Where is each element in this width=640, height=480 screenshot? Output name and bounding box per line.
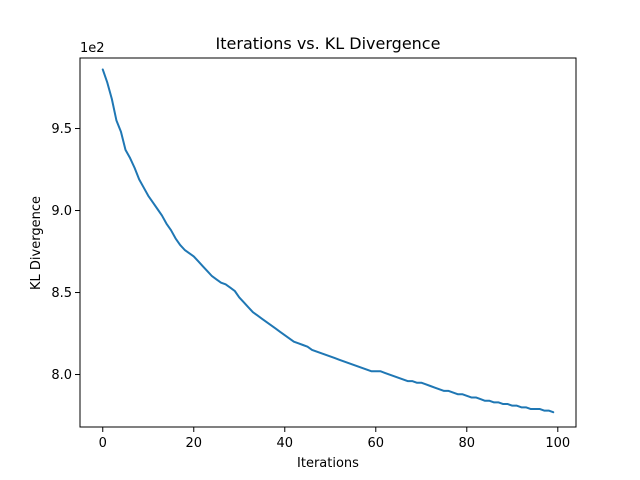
x-tick-label: 20 xyxy=(185,436,202,451)
plot-frame xyxy=(79,57,577,428)
x-tick-label: 0 xyxy=(99,436,107,451)
x-tick-label: 40 xyxy=(276,436,293,451)
x-tick-label: 60 xyxy=(368,436,385,451)
x-tick-label: 80 xyxy=(459,436,476,451)
y-offset-label: 1e2 xyxy=(80,41,105,56)
plot-area xyxy=(79,57,577,428)
y-tick-label: 9.5 xyxy=(51,122,72,137)
x-tick-label: 100 xyxy=(545,436,570,451)
y-tick-label: 8.0 xyxy=(51,368,72,383)
y-axis-label: KL Divergence xyxy=(29,196,44,290)
series-line xyxy=(101,68,555,414)
y-tick-label: 9.0 xyxy=(51,204,72,219)
chart-title: Iterations vs. KL Divergence xyxy=(216,34,441,53)
y-tick-label: 8.5 xyxy=(51,286,72,301)
x-axis-label: Iterations xyxy=(297,456,359,471)
y-axis: 8.0 8.5 9.0 9.5 xyxy=(51,122,80,383)
x-axis: 0 20 40 60 80 100 xyxy=(99,427,570,451)
